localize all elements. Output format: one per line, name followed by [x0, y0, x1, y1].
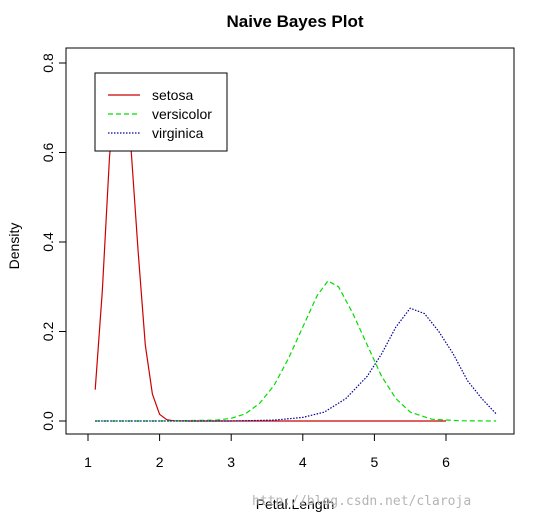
- y-tick-label: 0.0: [40, 411, 56, 431]
- watermark-text: http://blog.csdn.net/claroja: [252, 494, 472, 509]
- y-axis-label: Density: [6, 223, 22, 270]
- series-line-virginica: [95, 307, 497, 422]
- y-axis: 0.0 0.2 0.4 0.6 0.8: [40, 53, 67, 431]
- legend-box: [94, 72, 228, 152]
- legend-label-setosa: setosa: [152, 87, 193, 103]
- x-tick-label: 5: [371, 454, 379, 470]
- x-tick-label: 6: [442, 454, 450, 470]
- y-tick-label: 0.2: [40, 322, 56, 342]
- x-axis: 1 2 3 4 5 6: [84, 433, 450, 470]
- y-tick-label: 0.4: [40, 232, 56, 252]
- x-tick-label: 2: [156, 454, 164, 470]
- legend: setosa versicolor virginica: [94, 72, 228, 152]
- legend-label-versicolor: versicolor: [152, 106, 212, 122]
- x-axis-label: Petal.Length: [256, 496, 335, 512]
- legend-label-virginica: virginica: [152, 125, 204, 141]
- x-tick-label: 3: [227, 454, 235, 470]
- y-tick-label: 0.8: [40, 53, 56, 73]
- series-line-versicolor: [95, 280, 497, 422]
- y-tick-label: 0.6: [40, 143, 56, 163]
- x-tick-label: 1: [84, 454, 92, 470]
- x-tick-label: 4: [299, 454, 307, 470]
- chart-title: Naive Bayes Plot: [226, 12, 363, 31]
